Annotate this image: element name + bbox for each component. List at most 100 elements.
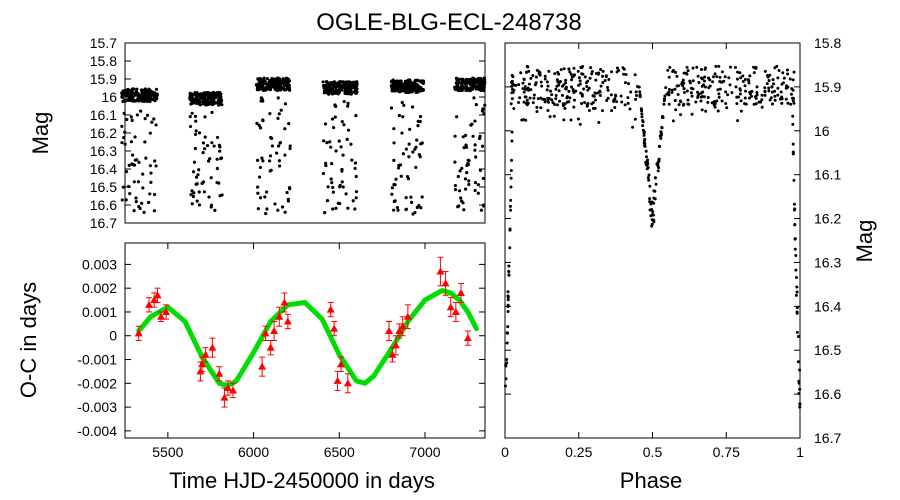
light-curve-point xyxy=(463,133,468,138)
phased-point xyxy=(763,93,767,97)
y-tick-label: 15.8 xyxy=(814,35,841,51)
light-curve-point xyxy=(261,159,265,163)
y-tick-label: -0.001 xyxy=(77,352,117,368)
phased-point xyxy=(790,87,794,91)
light-curve-point xyxy=(267,159,272,163)
phased-point xyxy=(659,131,663,135)
phased-point xyxy=(773,98,777,102)
phased-point xyxy=(574,89,578,93)
light-curve-point xyxy=(405,86,409,90)
light-curve-point xyxy=(414,145,418,149)
phased-point xyxy=(744,89,748,93)
light-curve-point xyxy=(390,192,394,196)
phased-point xyxy=(615,100,619,104)
light-curve-point xyxy=(346,87,350,91)
phased-point xyxy=(578,82,582,86)
light-curve-point xyxy=(407,142,411,146)
phased-point xyxy=(771,78,775,82)
light-curve-point xyxy=(195,182,199,186)
light-curve-point xyxy=(410,90,414,94)
light-curve-point xyxy=(215,93,219,97)
observed-point xyxy=(451,307,460,315)
phased-point xyxy=(768,98,772,102)
light-curve-point xyxy=(191,194,195,199)
phased-point xyxy=(507,269,511,273)
light-curve-point xyxy=(338,185,342,189)
observed-point xyxy=(398,322,407,330)
phased-point xyxy=(763,90,767,94)
light-curve-point xyxy=(462,146,466,150)
phased-point xyxy=(649,214,653,218)
light-curve-point xyxy=(134,196,138,200)
observed-point xyxy=(145,300,153,308)
light-curve-point xyxy=(268,154,273,158)
phased-point xyxy=(748,96,752,100)
phased-point xyxy=(555,78,559,82)
light-curve-point xyxy=(460,85,465,89)
light-curve-point xyxy=(330,117,335,121)
light-curve-point xyxy=(334,206,338,210)
light-curve-point xyxy=(410,200,414,204)
phased-point xyxy=(647,173,651,177)
light-curve-point xyxy=(188,115,192,119)
observed-point xyxy=(333,376,342,384)
light-curve-point xyxy=(352,90,356,94)
phased-point xyxy=(631,125,635,129)
light-curve-point xyxy=(344,192,348,196)
light-curve-point xyxy=(340,180,344,184)
phased-point xyxy=(701,83,705,87)
light-curve-point xyxy=(461,201,465,205)
light-curve-point xyxy=(404,207,409,211)
phased-point xyxy=(659,136,663,140)
phased-point xyxy=(704,109,708,113)
light-curve-point xyxy=(216,95,221,99)
observed-point xyxy=(385,326,393,334)
phased-point xyxy=(510,158,514,162)
phased-point xyxy=(769,96,773,100)
phased-point xyxy=(640,108,644,112)
light-curve-point xyxy=(148,91,152,95)
phased-point xyxy=(565,100,569,104)
light-curve-point xyxy=(415,138,419,142)
phased-point xyxy=(793,223,797,227)
phased-point xyxy=(670,88,674,92)
phased-point xyxy=(506,295,510,299)
observed-point xyxy=(391,341,400,349)
light-curve-point xyxy=(281,78,285,83)
light-curve-point xyxy=(391,85,395,89)
phased-point xyxy=(773,94,777,98)
light-curve-point xyxy=(473,181,478,185)
phased-point xyxy=(661,115,665,119)
phased-point xyxy=(527,82,531,86)
y-tick-label: 16.4 xyxy=(90,161,117,177)
phased-point xyxy=(563,102,567,106)
light-curve-point xyxy=(200,92,205,97)
phased-point xyxy=(792,178,796,182)
light-curve-point xyxy=(339,145,343,149)
phased-point xyxy=(534,75,538,79)
phased-point xyxy=(760,105,764,109)
light-curve-point xyxy=(323,211,327,215)
light-curve-point xyxy=(257,175,262,179)
phased-point xyxy=(512,83,516,87)
phased-point xyxy=(679,100,683,104)
light-curve-point xyxy=(420,195,424,199)
light-curve-point xyxy=(330,161,334,166)
light-curve-point xyxy=(197,190,201,194)
light-curve-point xyxy=(323,122,328,126)
light-curve-point xyxy=(353,81,357,85)
light-curve-point xyxy=(402,89,406,93)
phased-point xyxy=(674,70,678,74)
phased-point xyxy=(620,100,624,104)
phased-point xyxy=(706,100,710,104)
light-curve-point xyxy=(150,120,154,124)
light-curve-point xyxy=(197,131,202,135)
light-curve-point xyxy=(212,102,216,106)
phased-point xyxy=(613,97,617,101)
observed-point xyxy=(283,317,292,325)
phased-point xyxy=(685,72,689,76)
observed-point xyxy=(280,298,289,306)
light-curve-point xyxy=(338,201,342,206)
phased-point xyxy=(508,204,512,208)
light-curve-point xyxy=(155,92,159,96)
